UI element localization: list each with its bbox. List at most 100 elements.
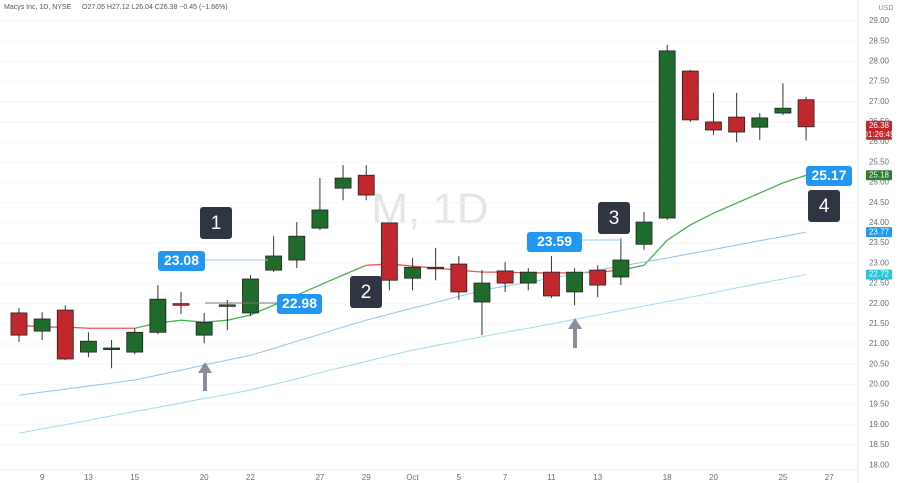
y-tick-label: 20.00 (869, 380, 890, 389)
price-tag-label: 22.72 (869, 270, 890, 279)
candle-body (681, 70, 699, 121)
y-tick-label: 23.50 (869, 238, 890, 247)
candle-body (728, 116, 746, 133)
x-tick-label: 25 (778, 473, 787, 482)
candle-body (288, 235, 306, 261)
x-tick-label: 22 (246, 473, 255, 482)
candle-body (658, 50, 676, 219)
callout-label: 23.08 (164, 252, 199, 268)
candle-body (450, 263, 468, 293)
candle-body (751, 117, 769, 128)
step-badge-label: 3 (609, 208, 620, 229)
step-badge-label: 4 (819, 196, 830, 217)
candle-body (195, 321, 213, 336)
candle-body (56, 309, 74, 360)
x-tick-label: Oct (406, 473, 419, 482)
countdown: 01:26:49 (863, 130, 895, 139)
x-tick-label: 13 (84, 473, 93, 482)
candle-body (589, 269, 607, 286)
x-tick-label: 29 (362, 473, 371, 482)
candle-body (149, 298, 167, 333)
step-badge (808, 190, 840, 222)
candle-body (427, 266, 445, 270)
price-tag-label: 26.38 (869, 121, 890, 130)
candle-body (80, 340, 97, 353)
y-tick-label: 27.00 (869, 97, 890, 106)
candles (10, 44, 815, 369)
x-tick-label: 15 (130, 473, 139, 482)
up-arrow (198, 362, 212, 391)
header-title: Macys Inc, 1D, NYSE (4, 4, 72, 11)
candle-body (33, 318, 51, 332)
candle-body (496, 270, 514, 284)
y-tick-label: 24.00 (869, 218, 890, 227)
ma-line (18, 231, 807, 396)
candle-body (334, 177, 352, 189)
callout-label: 23.59 (537, 233, 572, 249)
candle-body (242, 278, 259, 314)
x-tick-label: 13 (593, 473, 602, 482)
y-tick-label: 23.00 (869, 258, 890, 267)
price-tag (866, 227, 892, 238)
y-tick-label: 26.00 (869, 137, 890, 146)
price-tag (866, 120, 892, 140)
candle-body (404, 266, 421, 279)
x-tick-label: 27 (315, 473, 324, 482)
callout-box (527, 232, 582, 252)
candle-body (473, 282, 491, 303)
candle-body (311, 209, 329, 229)
candle-body (218, 304, 236, 307)
x-tick-label: 18 (663, 473, 672, 482)
candle-body (10, 312, 28, 336)
header-ohlc: O27.05 H27.12 L26.04 C26.38 −0.45 (−1.66… (82, 4, 228, 11)
step-badge-label: 1 (211, 213, 222, 234)
candle-body (635, 221, 653, 245)
y-tick-label: 21.00 (869, 339, 890, 348)
y-tick-label: 28.50 (869, 36, 890, 45)
y-tick-label: 18.50 (869, 440, 890, 449)
callout-label: 22.98 (282, 295, 317, 311)
step-badge (350, 276, 382, 308)
ma-line (18, 274, 807, 434)
price-tag-label: 25.18 (869, 170, 890, 179)
candle-body (172, 303, 190, 306)
candle-body (612, 259, 630, 278)
candle-body (519, 271, 537, 284)
candle-body (797, 99, 815, 128)
x-tick-label: 20 (200, 473, 209, 482)
y-tick-label: 19.50 (869, 400, 890, 409)
up-arrow (568, 318, 582, 348)
y-axis: 18.00 18.50 19.00 19.50 20.00 20.50 21.00 21.50… (40, 16, 890, 482)
annotations: 23.08 22.98 23.59 25.17 1 2 3 4 (158, 166, 852, 391)
y-tick-label: 29.00 (869, 16, 890, 25)
grid (0, 20, 858, 466)
y-tick-label: 27.50 (869, 77, 890, 86)
currency: USD (879, 5, 894, 12)
x-tick-label: 5 (457, 473, 462, 482)
candle-body (265, 255, 283, 271)
candle-body (357, 174, 375, 196)
x-tick-label: 27 (825, 473, 834, 482)
y-tick-label: 24.50 (869, 198, 890, 207)
candle-body (126, 331, 144, 353)
candle-body (566, 271, 583, 293)
x-tick-label: 9 (40, 473, 45, 482)
step-badge (598, 202, 630, 234)
y-tick-label: 21.50 (869, 319, 890, 328)
y-tick-label: 19.00 (869, 420, 890, 429)
y-tick-label: 25.00 (869, 178, 890, 187)
price-tag-label: 23.77 (869, 227, 890, 236)
x-tick-label: 20 (709, 473, 718, 482)
x-tick-label: 11 (547, 473, 556, 482)
candle-body (705, 121, 722, 131)
step-badge (200, 207, 232, 239)
y-tick-label: 22.00 (869, 299, 890, 308)
candle-body (543, 271, 560, 297)
candle-body (380, 222, 398, 281)
candle-body (774, 107, 792, 114)
x-tick-label: 7 (503, 473, 508, 482)
